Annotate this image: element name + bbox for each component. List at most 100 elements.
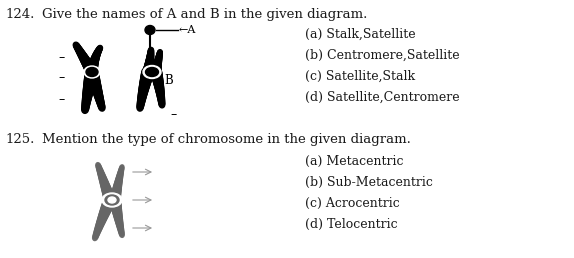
Ellipse shape — [140, 75, 151, 87]
Ellipse shape — [105, 195, 119, 205]
Ellipse shape — [154, 79, 163, 89]
Ellipse shape — [94, 50, 100, 57]
Ellipse shape — [86, 65, 97, 76]
Ellipse shape — [138, 92, 146, 101]
Ellipse shape — [153, 62, 161, 71]
Ellipse shape — [153, 61, 161, 70]
Ellipse shape — [92, 53, 99, 60]
Ellipse shape — [110, 195, 121, 207]
Ellipse shape — [148, 50, 154, 56]
Ellipse shape — [148, 47, 154, 53]
Ellipse shape — [87, 66, 97, 77]
Ellipse shape — [86, 66, 98, 80]
Ellipse shape — [103, 188, 113, 199]
Ellipse shape — [99, 104, 105, 111]
Ellipse shape — [90, 75, 100, 87]
Text: –: – — [170, 109, 176, 122]
Ellipse shape — [117, 221, 123, 229]
Ellipse shape — [159, 101, 165, 108]
Ellipse shape — [90, 77, 100, 88]
Ellipse shape — [97, 166, 103, 173]
Ellipse shape — [144, 64, 153, 75]
Ellipse shape — [99, 174, 106, 183]
Ellipse shape — [139, 85, 148, 95]
Ellipse shape — [145, 60, 153, 69]
Ellipse shape — [152, 71, 162, 83]
Ellipse shape — [113, 183, 121, 193]
Ellipse shape — [108, 197, 116, 203]
Ellipse shape — [96, 96, 103, 104]
Ellipse shape — [144, 64, 153, 74]
Ellipse shape — [87, 67, 99, 80]
Ellipse shape — [82, 104, 89, 112]
Ellipse shape — [138, 89, 147, 99]
Ellipse shape — [110, 194, 120, 205]
Ellipse shape — [91, 55, 99, 64]
Ellipse shape — [88, 62, 98, 72]
Ellipse shape — [86, 68, 98, 77]
Ellipse shape — [138, 90, 146, 100]
Ellipse shape — [148, 51, 154, 58]
Ellipse shape — [100, 206, 110, 217]
Ellipse shape — [96, 220, 104, 229]
Ellipse shape — [143, 66, 153, 77]
Ellipse shape — [115, 178, 122, 187]
Ellipse shape — [119, 231, 124, 237]
Ellipse shape — [84, 75, 96, 88]
Ellipse shape — [157, 52, 162, 57]
Ellipse shape — [94, 89, 102, 99]
Ellipse shape — [117, 172, 123, 179]
Ellipse shape — [113, 208, 122, 219]
Ellipse shape — [115, 216, 123, 225]
Ellipse shape — [139, 81, 149, 92]
Ellipse shape — [156, 53, 162, 60]
Ellipse shape — [103, 196, 115, 209]
Ellipse shape — [102, 201, 113, 213]
Ellipse shape — [88, 71, 99, 84]
Text: 125.: 125. — [5, 133, 34, 146]
Ellipse shape — [119, 167, 123, 173]
Text: B: B — [164, 74, 173, 86]
Ellipse shape — [152, 69, 162, 80]
Ellipse shape — [98, 100, 104, 108]
Ellipse shape — [82, 99, 90, 108]
Ellipse shape — [146, 55, 154, 63]
Ellipse shape — [85, 63, 95, 74]
Ellipse shape — [112, 204, 122, 215]
Ellipse shape — [146, 57, 154, 65]
Ellipse shape — [115, 177, 122, 185]
Ellipse shape — [95, 92, 103, 101]
Ellipse shape — [79, 52, 87, 61]
Ellipse shape — [86, 66, 98, 79]
Text: (c) Acrocentric: (c) Acrocentric — [305, 197, 400, 210]
Ellipse shape — [114, 213, 122, 223]
Ellipse shape — [82, 96, 91, 106]
Ellipse shape — [116, 176, 122, 184]
Text: (a) Metacentric: (a) Metacentric — [305, 155, 404, 168]
Ellipse shape — [90, 58, 98, 67]
Ellipse shape — [94, 227, 101, 235]
Ellipse shape — [76, 46, 83, 54]
Ellipse shape — [147, 54, 154, 61]
Ellipse shape — [95, 225, 102, 233]
Ellipse shape — [83, 95, 91, 104]
Ellipse shape — [84, 62, 95, 73]
Ellipse shape — [154, 80, 164, 90]
Ellipse shape — [111, 202, 121, 213]
Ellipse shape — [87, 69, 99, 82]
Ellipse shape — [91, 79, 100, 91]
Ellipse shape — [138, 87, 148, 98]
Ellipse shape — [137, 98, 145, 107]
Ellipse shape — [84, 78, 95, 90]
Ellipse shape — [100, 178, 108, 188]
Ellipse shape — [103, 189, 114, 201]
Ellipse shape — [84, 72, 96, 85]
Text: (d) Telocentric: (d) Telocentric — [305, 218, 398, 231]
Ellipse shape — [154, 60, 161, 68]
Ellipse shape — [80, 54, 88, 63]
Ellipse shape — [144, 65, 153, 75]
Ellipse shape — [115, 215, 122, 224]
Ellipse shape — [94, 90, 103, 100]
Ellipse shape — [144, 63, 153, 72]
Text: (b) Centromere,Satellite: (b) Centromere,Satellite — [305, 49, 460, 62]
